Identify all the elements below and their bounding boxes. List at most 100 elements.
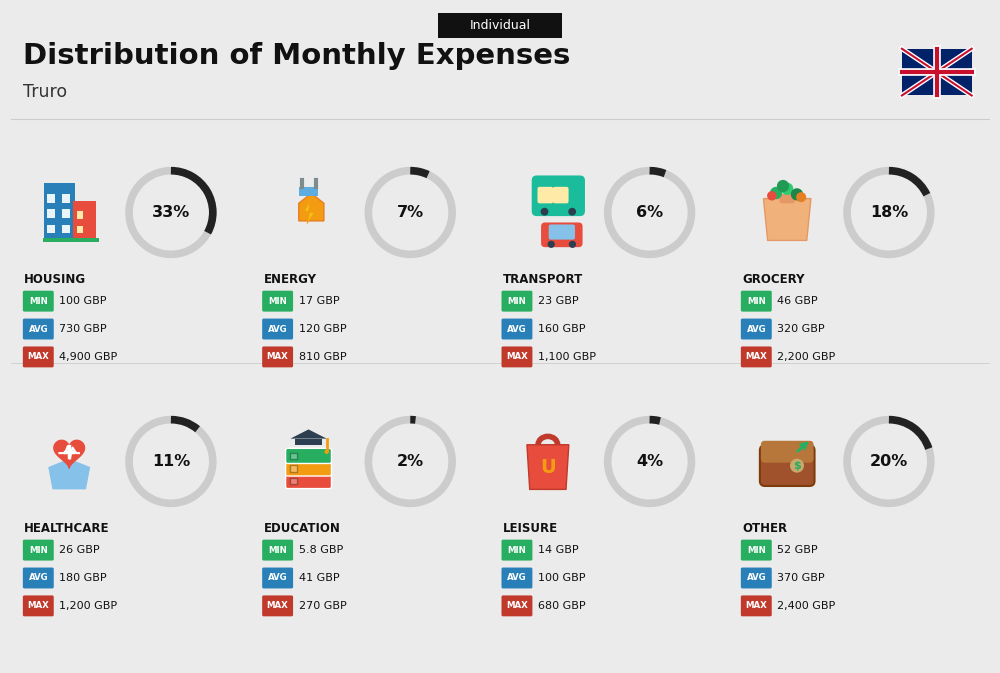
FancyBboxPatch shape	[77, 211, 83, 219]
Text: 370 GBP: 370 GBP	[777, 573, 825, 583]
Text: 270 GBP: 270 GBP	[299, 601, 346, 611]
FancyBboxPatch shape	[290, 478, 297, 485]
Text: AVG: AVG	[268, 573, 287, 583]
Text: AVG: AVG	[746, 324, 766, 334]
Text: AVG: AVG	[28, 324, 48, 334]
Text: MIN: MIN	[29, 546, 48, 555]
FancyBboxPatch shape	[23, 540, 54, 561]
FancyBboxPatch shape	[44, 183, 75, 239]
FancyBboxPatch shape	[47, 225, 55, 234]
Text: GROCERY: GROCERY	[742, 273, 805, 286]
Text: 2%: 2%	[397, 454, 424, 469]
Circle shape	[548, 241, 555, 248]
Text: LEISURE: LEISURE	[503, 522, 558, 535]
FancyBboxPatch shape	[902, 48, 972, 96]
Text: 6%: 6%	[636, 205, 663, 220]
Text: 23 GBP: 23 GBP	[538, 296, 579, 306]
FancyBboxPatch shape	[23, 567, 54, 588]
Text: MIN: MIN	[268, 546, 287, 555]
Circle shape	[767, 191, 777, 201]
Text: Truro: Truro	[23, 83, 67, 101]
FancyBboxPatch shape	[262, 596, 293, 616]
FancyBboxPatch shape	[501, 347, 532, 367]
Text: 1,100 GBP: 1,100 GBP	[538, 352, 596, 362]
FancyBboxPatch shape	[62, 194, 70, 203]
FancyBboxPatch shape	[43, 238, 99, 242]
FancyBboxPatch shape	[741, 567, 772, 588]
FancyBboxPatch shape	[23, 347, 54, 367]
Text: HOUSING: HOUSING	[24, 273, 86, 286]
Text: MIN: MIN	[508, 546, 526, 555]
Text: MIN: MIN	[747, 546, 766, 555]
Circle shape	[569, 241, 576, 248]
Text: AVG: AVG	[507, 573, 527, 583]
Circle shape	[770, 187, 782, 199]
Text: 100 GBP: 100 GBP	[59, 296, 107, 306]
Polygon shape	[299, 187, 318, 196]
Text: 41 GBP: 41 GBP	[299, 573, 339, 583]
FancyBboxPatch shape	[62, 209, 70, 218]
Text: 11%: 11%	[152, 454, 190, 469]
FancyBboxPatch shape	[741, 596, 772, 616]
Polygon shape	[48, 459, 90, 489]
FancyBboxPatch shape	[62, 225, 70, 234]
Text: MAX: MAX	[506, 353, 528, 361]
Circle shape	[781, 182, 793, 195]
FancyBboxPatch shape	[501, 318, 532, 339]
FancyBboxPatch shape	[501, 291, 532, 312]
FancyBboxPatch shape	[438, 13, 562, 38]
FancyBboxPatch shape	[741, 540, 772, 561]
FancyBboxPatch shape	[262, 347, 293, 367]
Polygon shape	[542, 445, 565, 489]
Circle shape	[796, 192, 806, 202]
Text: AVG: AVG	[268, 324, 287, 334]
Text: MAX: MAX	[506, 602, 528, 610]
Text: 17 GBP: 17 GBP	[299, 296, 339, 306]
FancyBboxPatch shape	[290, 452, 297, 459]
Circle shape	[791, 188, 803, 201]
FancyBboxPatch shape	[537, 187, 553, 203]
FancyBboxPatch shape	[47, 194, 55, 203]
FancyBboxPatch shape	[290, 465, 297, 472]
FancyBboxPatch shape	[761, 441, 814, 462]
Text: HEALTHCARE: HEALTHCARE	[24, 522, 110, 535]
Polygon shape	[290, 429, 327, 439]
FancyBboxPatch shape	[286, 461, 331, 476]
FancyBboxPatch shape	[741, 347, 772, 367]
FancyBboxPatch shape	[541, 223, 583, 247]
FancyBboxPatch shape	[760, 446, 815, 486]
Circle shape	[790, 459, 804, 472]
Polygon shape	[527, 445, 569, 489]
FancyBboxPatch shape	[23, 318, 54, 339]
Text: 320 GBP: 320 GBP	[777, 324, 825, 334]
Circle shape	[777, 180, 789, 192]
Text: 2,400 GBP: 2,400 GBP	[777, 601, 835, 611]
Text: 52 GBP: 52 GBP	[777, 545, 818, 555]
Text: EDUCATION: EDUCATION	[264, 522, 341, 535]
FancyBboxPatch shape	[262, 540, 293, 561]
Text: AVG: AVG	[507, 324, 527, 334]
Text: MIN: MIN	[268, 297, 287, 306]
FancyBboxPatch shape	[295, 439, 322, 445]
Polygon shape	[763, 199, 811, 240]
Text: 14 GBP: 14 GBP	[538, 545, 579, 555]
Text: 160 GBP: 160 GBP	[538, 324, 585, 334]
FancyBboxPatch shape	[286, 448, 331, 464]
FancyBboxPatch shape	[780, 194, 795, 203]
Text: AVG: AVG	[746, 573, 766, 583]
FancyBboxPatch shape	[23, 291, 54, 312]
Text: 46 GBP: 46 GBP	[777, 296, 818, 306]
Text: ENERGY: ENERGY	[264, 273, 317, 286]
Polygon shape	[54, 440, 85, 468]
Text: 26 GBP: 26 GBP	[59, 545, 100, 555]
Text: 2,200 GBP: 2,200 GBP	[777, 352, 835, 362]
FancyBboxPatch shape	[47, 209, 55, 218]
Text: 1,200 GBP: 1,200 GBP	[59, 601, 117, 611]
Text: MAX: MAX	[27, 602, 49, 610]
Text: 180 GBP: 180 GBP	[59, 573, 107, 583]
Text: 120 GBP: 120 GBP	[299, 324, 346, 334]
Text: 7%: 7%	[397, 205, 424, 220]
FancyBboxPatch shape	[741, 291, 772, 312]
Text: 730 GBP: 730 GBP	[59, 324, 107, 334]
Text: 33%: 33%	[152, 205, 190, 220]
